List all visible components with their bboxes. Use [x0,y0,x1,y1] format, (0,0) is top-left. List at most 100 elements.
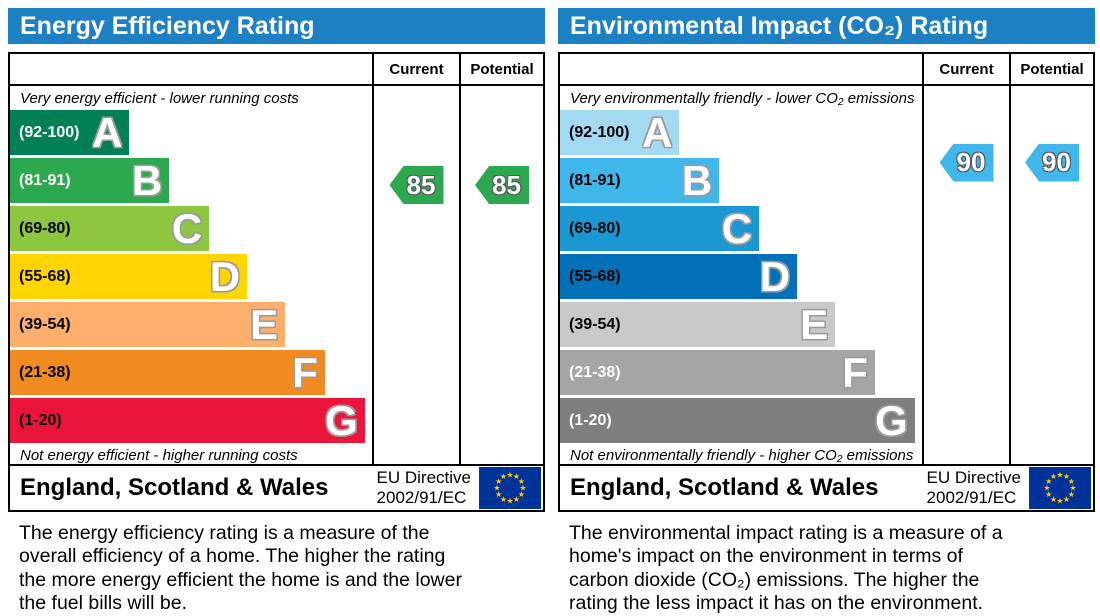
band-range-label: (92-100) [19,123,80,141]
rating-value: 85 [406,169,436,200]
band-bar-f: (21-38) F [560,350,875,395]
band-row-b: (81-91) B [560,158,922,203]
svg-text:★: ★ [1063,472,1070,481]
svg-text:★: ★ [513,495,520,504]
energy-efficiency-panel: Energy Efficiency Rating Current Potenti… [8,8,545,616]
band-bar-e: (39-54) E [560,300,836,348]
svg-text:★: ★ [1045,490,1052,499]
eu-flag-icon: ★ ★ ★ ★ ★ ★ ★ ★ ★ ★ ★ ★ [1029,467,1091,509]
band-bar-c: (69-80) C [560,204,760,252]
svg-text:★: ★ [506,471,513,480]
band-bar-b: (81-91) B [560,156,720,204]
band-letter: G [325,396,358,444]
eu-directive-line2: 2002/91/EC [926,488,1017,507]
environmental-potential-cell: 90 [1009,86,1093,464]
band-bar-b: (81-91) B [10,156,170,204]
region-label: England, Scotland & Wales [20,474,329,501]
environmental-bands-column: Very environmentally friendly - lower CO… [560,86,922,464]
band-range-label: (55-68) [569,267,621,285]
table-corner-cell [560,54,922,86]
band-letter: A [642,108,673,156]
svg-text:★: ★ [518,490,525,499]
band-letter: G [875,396,908,444]
band-row-e: (39-54) E [10,302,372,347]
band-row-a: (92-100) A [10,110,372,155]
band-range-label: (39-54) [569,315,621,333]
band-row-e: (39-54) E [560,302,922,347]
energy-potential-cell: 85 [459,86,543,464]
potential-column-header: Potential [459,54,543,86]
svg-text:★: ★ [1069,484,1076,493]
band-range-label: (39-54) [19,315,71,333]
environmental-bands: (92-100) A (81-91) B (69-80) C (55-68) D (39-54)… [560,110,922,446]
eu-directive-line2: 2002/91/EC [376,488,467,507]
eu-directive-line1: EU Directive [376,468,471,488]
rating-value: 90 [1042,147,1071,177]
bottom-caption: Not environmentally friendly - higher CO… [570,446,914,464]
band-letter: A [92,108,123,156]
eu-directive-line1: EU Directive [926,468,1021,488]
energy-panel-title: Energy Efficiency Rating [8,8,545,44]
band-letter: C [721,204,753,252]
svg-text:★: ★ [500,495,507,504]
table-footer: England, Scotland & Wales EU Directive 2… [10,464,543,510]
svg-text:★: ★ [495,490,502,499]
environmental-current-cell: 90 [922,86,1009,464]
band-range-label: (92-100) [569,123,630,141]
band-row-c: (69-80) C [10,206,372,251]
band-bar-d: (55-68) D [560,254,798,299]
band-letter: E [800,300,829,348]
energy-description: The energy efficiency rating is a measur… [19,522,462,615]
band-range-label: (21-38) [19,363,71,381]
band-row-c: (69-80) C [560,206,922,251]
band-letter: B [681,156,713,204]
svg-text:★: ★ [1056,497,1063,506]
svg-text:★: ★ [500,472,507,481]
band-range-label: (21-38) [569,363,621,381]
bottom-caption: Not energy efficient - higher running co… [20,446,298,464]
svg-text:★: ★ [1063,495,1070,504]
potential-rating-arrow: 85 [475,166,529,204]
band-range-label: (1-20) [19,411,62,429]
svg-text:★: ★ [495,477,502,486]
environmental-panel-title: Environmental Impact (CO₂) Rating [558,8,1095,44]
band-letter: F [842,348,868,396]
top-caption: Very environmentally friendly - lower CO… [570,89,915,107]
band-row-a: (92-100) A [560,110,922,155]
svg-text:★: ★ [1043,484,1050,493]
svg-text:★: ★ [513,472,520,481]
eu-flag-icon: ★ ★ ★ ★ ★ ★ ★ ★ ★ ★ ★ ★ [479,467,541,509]
band-letter: B [131,156,163,204]
band-bar-a: (92-100) A [560,108,680,156]
band-range-label: (1-20) [569,411,612,429]
table-corner-cell [10,54,372,86]
band-range-label: (81-91) [569,171,621,189]
band-letter: F [292,348,318,396]
energy-bands-column: Very energy efficient - lower running co… [10,86,372,464]
svg-text:★: ★ [1050,495,1057,504]
band-letter: D [209,252,241,300]
band-row-g: (1-20) G [560,398,922,443]
eu-directive-label: EU Directive 2002/91/EC [377,468,479,507]
energy-bands: (92-100) A (81-91) B (69-80) C (55-68) D (39-54)… [10,110,372,446]
svg-text:★: ★ [519,484,526,493]
current-column-header: Current [922,54,1009,86]
band-row-f: (21-38) F [560,350,922,395]
band-bar-g: (1-20) G [10,398,365,443]
svg-text:★: ★ [1068,490,1075,499]
band-row-b: (81-91) B [10,158,372,203]
band-row-d: (55-68) D [560,254,922,299]
energy-current-cell: 85 [372,86,459,464]
svg-text:★: ★ [506,497,513,506]
energy-rating-table: Current Potential Very energy efficient … [8,52,545,512]
rating-value: 90 [956,147,986,177]
band-bar-c: (69-80) C [10,204,210,252]
band-letter: E [250,300,279,348]
band-bar-f: (21-38) F [10,350,325,395]
band-range-label: (69-80) [19,219,71,237]
band-bar-g: (1-20) G [560,398,915,443]
svg-text:★: ★ [1045,477,1052,486]
band-letter: C [171,204,203,252]
svg-text:★: ★ [493,484,500,493]
